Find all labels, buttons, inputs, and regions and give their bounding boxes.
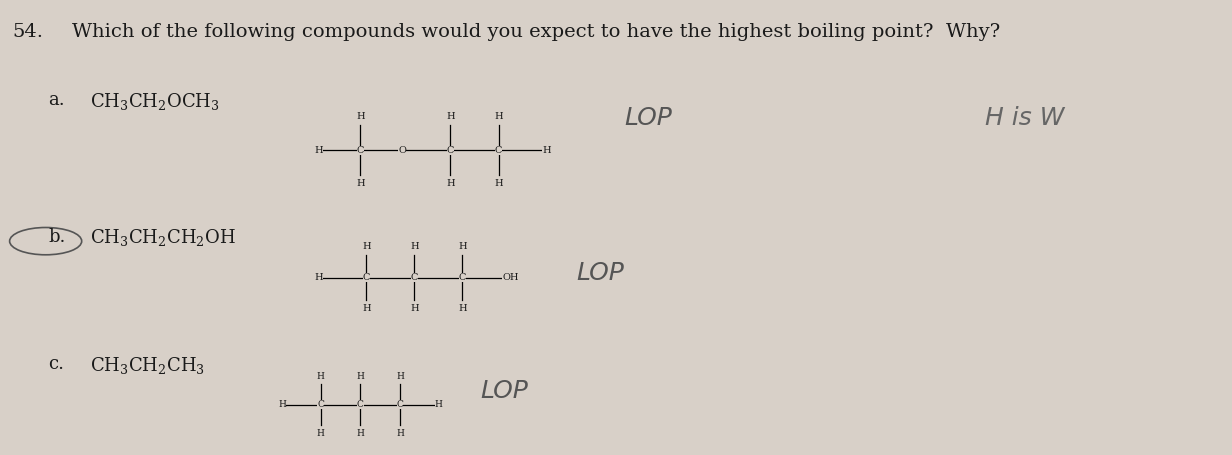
Text: LOP: LOP bbox=[577, 261, 625, 285]
Text: O: O bbox=[398, 146, 407, 155]
Text: H: H bbox=[395, 429, 404, 438]
Text: C: C bbox=[410, 273, 418, 282]
Text: H: H bbox=[542, 146, 551, 155]
Text: H: H bbox=[317, 372, 325, 381]
Text: H: H bbox=[446, 112, 455, 121]
Text: H: H bbox=[356, 429, 365, 438]
Text: H: H bbox=[362, 242, 371, 251]
Text: $\mathregular{CH_3CH_2CH_2OH}$: $\mathregular{CH_3CH_2CH_2OH}$ bbox=[90, 228, 237, 248]
Text: OH: OH bbox=[503, 273, 519, 282]
Text: C: C bbox=[362, 273, 370, 282]
Text: LOP: LOP bbox=[625, 106, 673, 130]
Text: LOP: LOP bbox=[480, 379, 529, 403]
Text: H: H bbox=[356, 179, 365, 188]
Text: C: C bbox=[495, 146, 503, 155]
Text: H: H bbox=[356, 372, 365, 381]
Text: a.: a. bbox=[48, 91, 64, 109]
Text: C: C bbox=[357, 400, 363, 410]
Text: C: C bbox=[397, 400, 403, 410]
Text: H: H bbox=[458, 242, 467, 251]
Text: C: C bbox=[447, 146, 455, 155]
Text: H: H bbox=[410, 304, 419, 313]
Text: c.: c. bbox=[48, 355, 64, 373]
Text: H is W: H is W bbox=[986, 106, 1064, 130]
Text: C: C bbox=[458, 273, 466, 282]
Text: C: C bbox=[357, 146, 365, 155]
Text: H: H bbox=[314, 273, 323, 282]
Text: H: H bbox=[446, 179, 455, 188]
Text: H: H bbox=[435, 400, 442, 410]
Text: H: H bbox=[314, 146, 323, 155]
Text: b.: b. bbox=[48, 228, 65, 246]
Text: H: H bbox=[494, 179, 503, 188]
Text: H: H bbox=[356, 112, 365, 121]
Text: H: H bbox=[362, 304, 371, 313]
Text: H: H bbox=[458, 304, 467, 313]
Text: 54.: 54. bbox=[12, 23, 43, 41]
Text: Which of the following compounds would you expect to have the highest boiling po: Which of the following compounds would y… bbox=[73, 23, 1000, 41]
Text: H: H bbox=[317, 429, 325, 438]
Text: H: H bbox=[395, 372, 404, 381]
Text: C: C bbox=[318, 400, 324, 410]
Text: H: H bbox=[278, 400, 286, 410]
Text: $\mathregular{CH_3CH_2CH_3}$: $\mathregular{CH_3CH_2CH_3}$ bbox=[90, 355, 206, 376]
Text: H: H bbox=[410, 242, 419, 251]
Text: $\mathregular{CH_3CH_2OCH_3}$: $\mathregular{CH_3CH_2OCH_3}$ bbox=[90, 91, 221, 112]
Text: H: H bbox=[494, 112, 503, 121]
